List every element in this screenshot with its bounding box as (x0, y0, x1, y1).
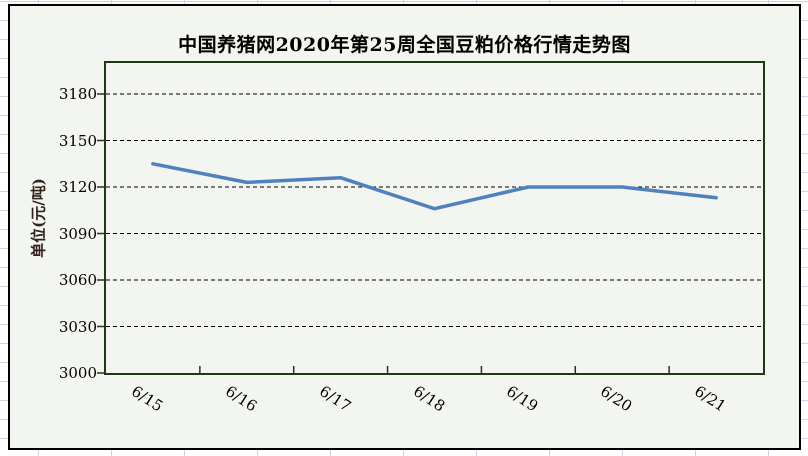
x-tick-label: 6/21 (691, 382, 730, 416)
x-tick-label: 6/19 (503, 382, 542, 416)
price-line (151, 162, 718, 211)
y-tick-label: 3000 (58, 364, 97, 382)
y-tick-label: 3150 (58, 131, 97, 150)
y-tick-label: 3030 (58, 317, 97, 336)
x-tick-label: 6/20 (597, 382, 636, 416)
x-tick-label: 6/15 (128, 382, 167, 416)
chart-title: 中国养猪网2020年第25周全国豆粕价格行情走势图 (178, 34, 631, 56)
plot-area (97, 61, 765, 375)
price-line-chart (97, 93, 763, 374)
y-tick-label: 3180 (58, 85, 97, 103)
x-tick-label: 6/17 (315, 382, 354, 416)
chart-frame[interactable]: 中国养猪网2020年第25周全国豆粕价格行情走势图 单位(元/吨) 3000 30… (8, 4, 801, 450)
y-tick-label: 3120 (58, 178, 97, 196)
y-tick-label: 3060 (58, 271, 97, 289)
y-tick-label: 3090 (58, 224, 97, 243)
x-tick-label: 6/16 (221, 382, 261, 416)
x-tick-label: 6/18 (409, 382, 448, 416)
